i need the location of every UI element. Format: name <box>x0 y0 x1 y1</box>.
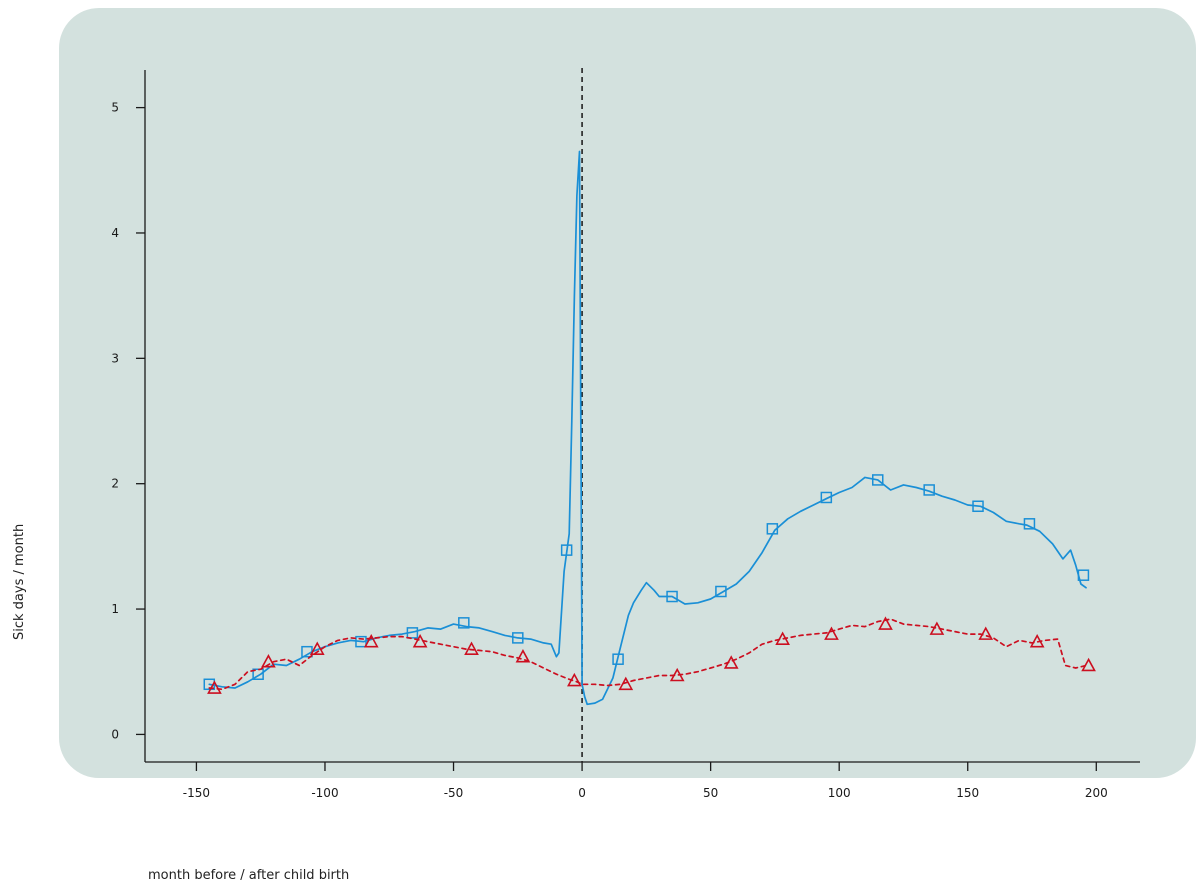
series-1-marker <box>1077 569 1090 581</box>
series-1-marker <box>715 585 727 598</box>
series-2-marker <box>878 616 893 630</box>
series-2-marker <box>207 680 222 694</box>
x-tick-label: 200 <box>1085 786 1108 800</box>
x-axis-label: month before / after child birth <box>148 868 350 883</box>
y-axis-label: Sick days / month <box>12 523 27 640</box>
y-tick-label: 4 <box>111 226 119 240</box>
y-tick-label: 1 <box>111 602 119 616</box>
series-2-marker <box>1081 657 1096 672</box>
series-2-marker <box>412 633 428 648</box>
x-tick-label: -100 <box>311 786 338 800</box>
series-1-marker <box>923 484 935 496</box>
series-1-marker <box>820 491 833 504</box>
x-tick-label: 100 <box>828 786 851 800</box>
x-tick-label: -150 <box>183 786 210 800</box>
x-tick-label: 50 <box>703 786 718 800</box>
series-2-marker <box>929 621 945 635</box>
series-1-marker <box>1023 518 1036 530</box>
series-1-marker <box>252 668 264 680</box>
plot-area <box>203 68 1096 762</box>
series-2-marker <box>978 626 994 640</box>
series-2-marker <box>464 641 479 655</box>
series-2-marker <box>363 633 379 648</box>
series-2-line <box>208 618 1087 691</box>
series-2-marker <box>824 626 839 640</box>
series-1-marker <box>972 500 984 513</box>
series-1-marker <box>406 627 419 639</box>
x-tick-label: 150 <box>956 786 979 800</box>
series-1-marker <box>766 523 779 535</box>
y-tick-label: 2 <box>111 477 119 491</box>
series-2-marker <box>775 631 790 645</box>
series-1-line <box>208 150 1087 706</box>
series-1-marker <box>666 590 678 603</box>
series-1-marker <box>355 635 367 648</box>
x-tick-label: -50 <box>444 786 464 800</box>
y-tick-label: 0 <box>111 727 119 741</box>
series-1-marker <box>203 678 216 691</box>
y-tick-label: 5 <box>111 101 119 115</box>
series-2-marker <box>515 649 531 663</box>
series-1-marker <box>872 474 884 486</box>
series-2-marker <box>309 641 325 655</box>
series-2-marker <box>567 672 582 687</box>
axes: 0 1 2 3 4 5 -150 -100 -50 0 50 100 150 200 <box>111 70 1140 800</box>
series-2-marker <box>669 667 685 682</box>
y-tick-label: 3 <box>111 351 119 365</box>
series-1-marker <box>612 653 624 665</box>
series-1-marker <box>560 544 573 556</box>
series-1-marker <box>458 617 470 629</box>
series-2-marker <box>723 655 739 669</box>
series-2-marker <box>1029 633 1045 648</box>
series-1-marker <box>512 632 524 644</box>
x-tick-label: 0 <box>578 786 586 800</box>
chart-panel <box>59 8 1196 778</box>
series-2-marker <box>261 654 276 668</box>
series-2-marker <box>618 676 634 691</box>
